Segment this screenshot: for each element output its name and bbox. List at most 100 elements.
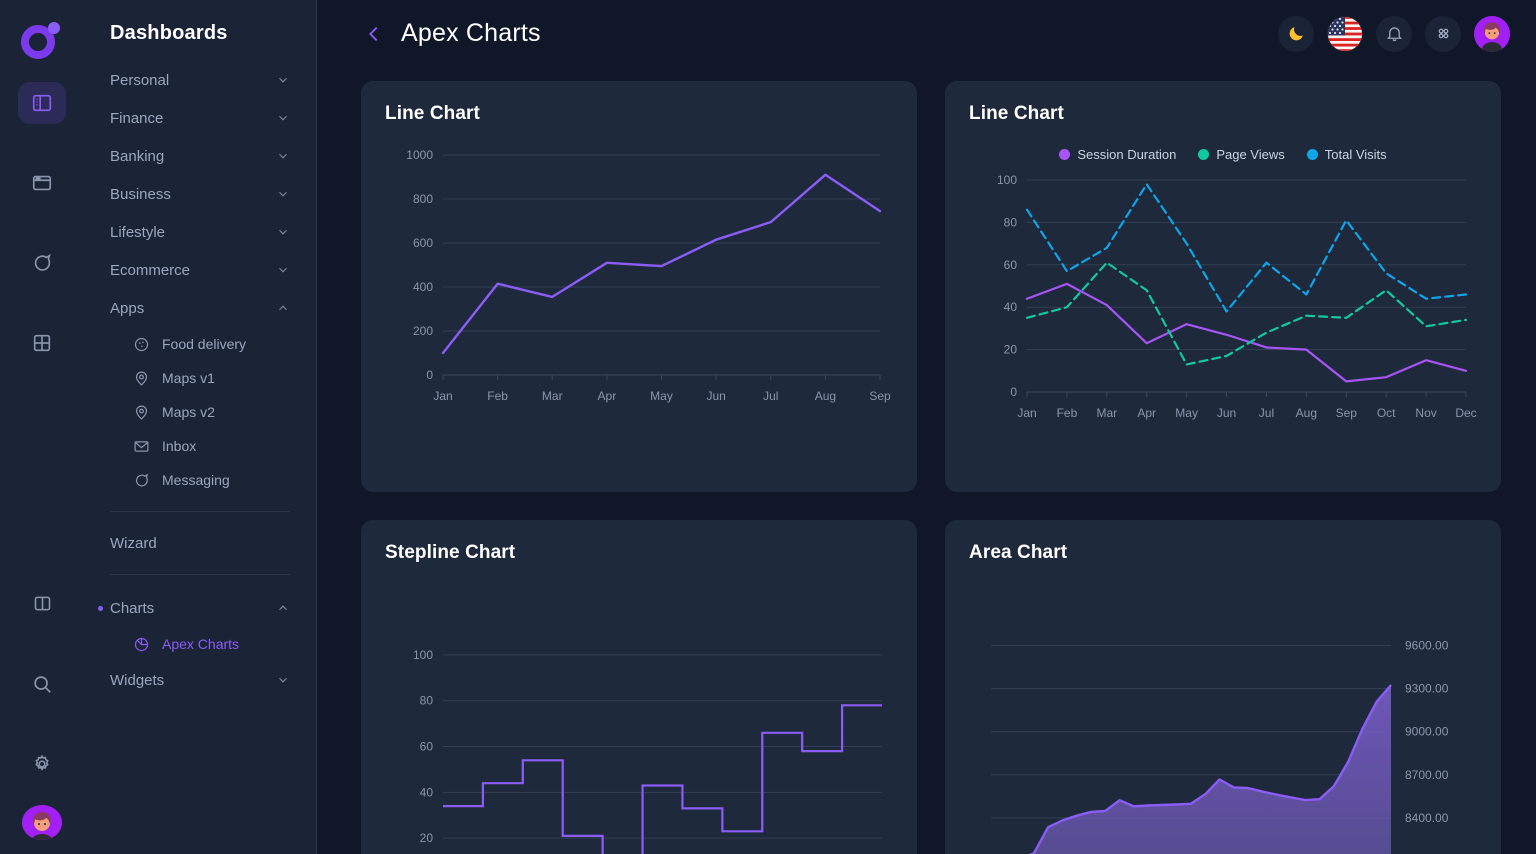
sidebar-item-banking[interactable]: Banking bbox=[84, 137, 316, 175]
svg-text:100: 100 bbox=[413, 648, 433, 662]
line-chart-1-plot[interactable]: 0 200 400 600 800 1000 Jan Feb Mar Apr May Jun Jul Au… bbox=[385, 125, 893, 470]
sidebar-item-apex-charts[interactable]: Apex Charts bbox=[108, 627, 316, 661]
card-title: Line Chart bbox=[385, 103, 480, 124]
sidebar-label: Maps v2 bbox=[162, 404, 215, 420]
card-line-chart-2: Line Chart Session Duration Page Views bbox=[945, 81, 1501, 492]
svg-text:Mar: Mar bbox=[542, 389, 563, 403]
sidebar-item-finance[interactable]: Finance bbox=[84, 99, 316, 137]
rail-user-avatar[interactable] bbox=[22, 804, 62, 840]
map-pin-icon bbox=[132, 369, 150, 387]
svg-text:0: 0 bbox=[426, 368, 433, 382]
moon-icon bbox=[1287, 24, 1306, 43]
rail-item-grid[interactable] bbox=[18, 322, 66, 364]
browser-window-icon bbox=[31, 172, 53, 194]
svg-text:Feb: Feb bbox=[1057, 406, 1078, 420]
svg-text:Nov: Nov bbox=[1415, 406, 1436, 420]
svg-text:9600.00: 9600.00 bbox=[1405, 639, 1449, 653]
svg-text:May: May bbox=[650, 389, 673, 403]
svg-text:Feb: Feb bbox=[487, 389, 508, 403]
svg-text:0: 0 bbox=[1010, 385, 1017, 399]
sidebar-item-charts[interactable]: Charts bbox=[84, 589, 316, 627]
legend-label: Total Visits bbox=[1324, 147, 1387, 162]
sidebar-label: Business bbox=[110, 185, 171, 203]
charts-submenu: Apex Charts bbox=[84, 627, 316, 661]
rail-item-chat[interactable] bbox=[18, 242, 66, 284]
svg-text:Jul: Jul bbox=[1259, 406, 1274, 420]
sidebar-item-personal[interactable]: Personal bbox=[84, 61, 316, 99]
bell-icon bbox=[1385, 24, 1404, 43]
charts-content: Line Chart 0 200 400 600 800 1000 Jan Feb Mar Apr… bbox=[317, 67, 1536, 854]
sidebar-item-widgets[interactable]: Widgets bbox=[84, 661, 316, 699]
svg-text:20: 20 bbox=[1004, 343, 1018, 357]
svg-text:8400.00: 8400.00 bbox=[1405, 811, 1449, 825]
sidebar-item-maps-v1[interactable]: Maps v1 bbox=[108, 361, 316, 395]
sidebar-divider-1 bbox=[110, 511, 290, 512]
rail-item-settings[interactable] bbox=[18, 743, 66, 785]
sidebar-item-wizard[interactable]: Wizard bbox=[84, 526, 316, 560]
svg-text:200: 200 bbox=[413, 324, 433, 338]
profile-avatar[interactable] bbox=[1474, 15, 1510, 52]
svg-text:Aug: Aug bbox=[815, 389, 836, 403]
svg-text:Jun: Jun bbox=[706, 389, 725, 403]
back-button[interactable] bbox=[361, 21, 387, 47]
charts-grid: Line Chart 0 200 400 600 800 1000 Jan Feb Mar Apr… bbox=[361, 81, 1501, 854]
top-bar: Apex Charts bbox=[317, 0, 1536, 67]
sidebar-item-food-delivery[interactable]: Food delivery bbox=[108, 327, 316, 361]
svg-text:Apr: Apr bbox=[598, 389, 617, 403]
svg-text:Sep: Sep bbox=[1336, 406, 1358, 420]
sidebar-label: Banking bbox=[110, 147, 165, 165]
chat-bubble-icon bbox=[31, 252, 53, 274]
sidebar-item-ecommerce[interactable]: Ecommerce bbox=[84, 251, 316, 289]
sidebar-item-apps[interactable]: Apps bbox=[84, 289, 316, 327]
rail-item-split-panel[interactable] bbox=[18, 583, 66, 625]
svg-text:Jul: Jul bbox=[763, 389, 778, 403]
card-area-chart: Area Chart 9600.00 9300.00 9000.00 8700.00 8… bbox=[945, 520, 1501, 854]
sidebar-label: Apex Charts bbox=[162, 636, 240, 652]
dark-mode-toggle[interactable] bbox=[1278, 15, 1314, 52]
svg-text:800: 800 bbox=[413, 192, 433, 206]
legend-label: Session Duration bbox=[1077, 147, 1177, 162]
legend-item[interactable]: Session Duration bbox=[1059, 147, 1176, 162]
grid-squares-icon bbox=[31, 332, 53, 354]
rail-item-search[interactable] bbox=[18, 663, 66, 705]
sidebar-label: Apps bbox=[110, 299, 145, 317]
legend-item[interactable]: Page Views bbox=[1198, 147, 1285, 162]
legend-color-dot bbox=[1059, 149, 1071, 160]
sidebar-groups: Personal Finance Banking Business bbox=[84, 45, 316, 699]
chart-legend: Session Duration Page Views Total Visits bbox=[969, 147, 1477, 162]
card-title: Line Chart bbox=[969, 103, 1064, 124]
app-logo[interactable] bbox=[18, 16, 66, 64]
svg-text:Jan: Jan bbox=[433, 389, 452, 403]
apps-grid-button[interactable] bbox=[1425, 15, 1461, 52]
nav-sidebar: Dashboards Personal Finance Banking bbox=[84, 0, 317, 854]
notifications-button[interactable] bbox=[1376, 15, 1412, 52]
sidebar-item-business[interactable]: Business bbox=[84, 175, 316, 213]
svg-text:60: 60 bbox=[1004, 258, 1018, 272]
svg-text:40: 40 bbox=[420, 785, 434, 799]
svg-text:Jun: Jun bbox=[1217, 406, 1236, 420]
line-chart-2-plot[interactable]: 0 20 40 60 80 100 Jan Feb Mar Apr May Jun Jul Aug Sep O… bbox=[969, 162, 1477, 462]
svg-text:100: 100 bbox=[997, 173, 1017, 187]
map-pin-icon bbox=[132, 403, 150, 421]
svg-text:9300.00: 9300.00 bbox=[1405, 682, 1449, 696]
area-chart-plot[interactable]: 9600.009300.009000.008700.008400.008100.… bbox=[969, 564, 1477, 854]
svg-text:Aug: Aug bbox=[1296, 406, 1317, 420]
sidebar-item-messaging[interactable]: Messaging bbox=[108, 463, 316, 497]
legend-color-dot bbox=[1198, 149, 1210, 160]
legend-item[interactable]: Total Visits bbox=[1306, 147, 1387, 162]
sidebar-item-lifestyle[interactable]: Lifestyle bbox=[84, 213, 316, 251]
sidebar-item-inbox[interactable]: Inbox bbox=[108, 429, 316, 463]
chevron-down-icon bbox=[276, 111, 290, 125]
rail-item-dashboard-panel[interactable] bbox=[18, 82, 66, 125]
sidebar-item-maps-v2[interactable]: Maps v2 bbox=[108, 395, 316, 429]
language-selector[interactable] bbox=[1327, 15, 1363, 52]
chevron-up-icon bbox=[276, 301, 290, 315]
search-icon bbox=[31, 673, 53, 695]
svg-text:Oct: Oct bbox=[1377, 406, 1396, 420]
rail-item-browser[interactable] bbox=[18, 162, 66, 204]
avatar-icon bbox=[1474, 15, 1510, 52]
sidebar-label: Lifestyle bbox=[110, 223, 166, 241]
